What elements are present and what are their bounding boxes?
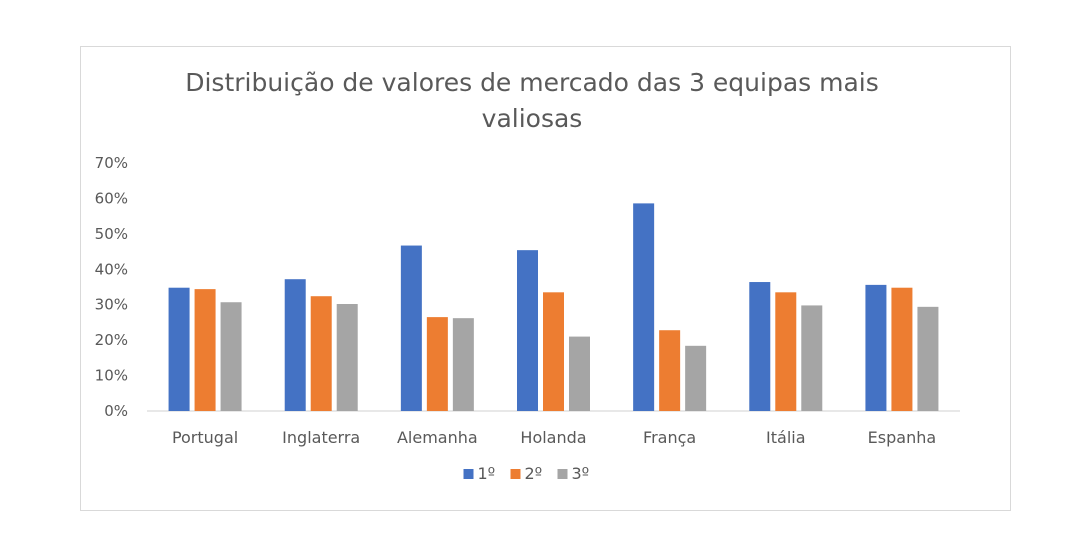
x-tick-label: Portugal — [172, 428, 238, 447]
bar-3º-Espanha — [917, 306, 939, 411]
bar-2º-Espanha — [891, 287, 913, 411]
bar-2º-Itália — [775, 292, 797, 411]
bar-2º-Holanda — [543, 292, 564, 411]
chart-title: Distribuição de valores de mercado das 3… — [185, 68, 879, 133]
x-tick-label: Espanha — [868, 428, 937, 447]
legend-label: 1º — [478, 464, 496, 483]
bar-3º-Alemanha — [452, 318, 474, 411]
bar-1º-França — [633, 203, 655, 411]
y-tick-label: 10% — [95, 367, 128, 385]
bars-group — [168, 203, 939, 411]
bar-1º-Holanda — [517, 250, 538, 411]
y-axis: 0% 10% 20% 30% 40% 50% 60% 70% — [95, 154, 128, 420]
bar-1º-Espanha — [865, 284, 887, 411]
bar-3º-Itália — [801, 305, 823, 411]
bar-2º-Alemanha — [426, 317, 448, 411]
x-tick-label: França — [643, 428, 696, 447]
y-tick-label: 70% — [95, 154, 128, 172]
x-tick-label: Alemanha — [397, 428, 478, 447]
bar-3º-França — [685, 345, 707, 411]
bar-chart: Distribuição de valores de mercado das 3… — [95, 68, 960, 483]
x-axis: Portugal Inglaterra Alemanha Holanda França I… — [147, 410, 960, 447]
x-tick-label: Holanda — [520, 428, 586, 447]
y-tick-label: 0% — [104, 402, 128, 420]
legend: 1º 2º 3º — [463, 464, 590, 483]
legend-swatch-1º — [463, 469, 474, 479]
y-tick-label: 50% — [95, 225, 128, 243]
legend-label: 2º — [525, 464, 543, 483]
bar-2º-França — [659, 330, 681, 411]
bar-3º-Holanda — [569, 336, 590, 411]
bar-2º-Portugal — [194, 289, 216, 411]
y-tick-label: 20% — [95, 331, 128, 349]
legend-swatch-2º — [510, 469, 521, 479]
legend-swatch-3º — [557, 469, 568, 479]
y-tick-label: 60% — [95, 189, 128, 207]
y-tick-label: 30% — [95, 296, 128, 314]
bar-2º-Inglaterra — [310, 296, 332, 411]
x-tick-label: Itália — [766, 428, 806, 447]
legend-label: 3º — [572, 464, 590, 483]
y-tick-label: 40% — [95, 260, 128, 278]
bar-1º-Alemanha — [400, 245, 422, 411]
bar-1º-Portugal — [168, 287, 190, 411]
x-tick-label: Inglaterra — [282, 428, 360, 447]
chart-title-line-2: valiosas — [482, 104, 583, 133]
bar-3º-Inglaterra — [336, 304, 358, 411]
bar-1º-Inglaterra — [284, 279, 306, 411]
chart-title-line-1: Distribuição de valores de mercado das 3… — [185, 68, 879, 97]
bar-1º-Itália — [749, 282, 771, 411]
chart-area: Distribuição de valores de mercado das 3… — [80, 46, 1011, 511]
bar-3º-Portugal — [220, 302, 242, 411]
